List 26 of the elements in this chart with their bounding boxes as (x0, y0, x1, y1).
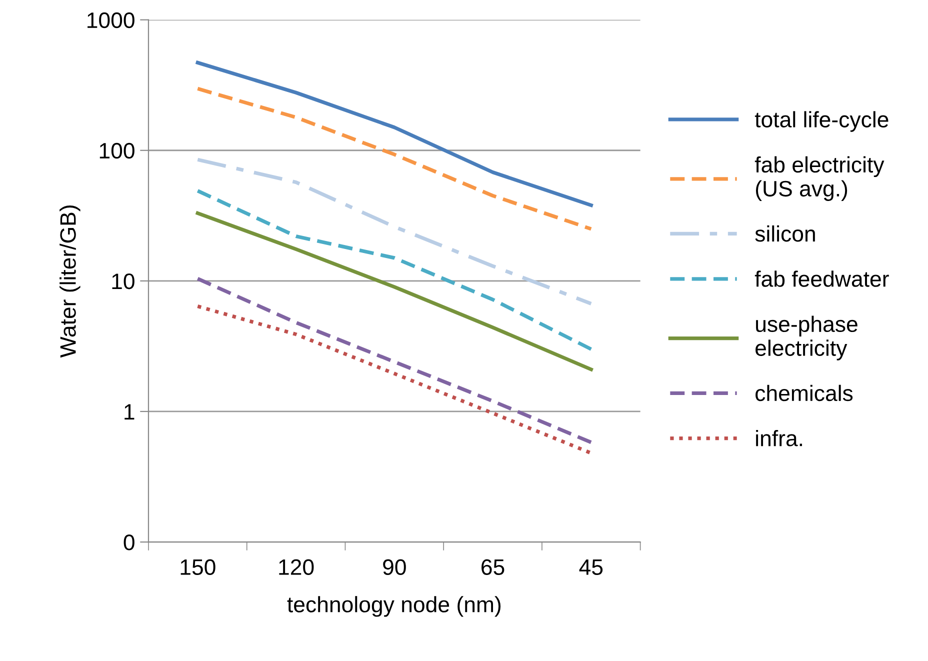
x-axis-title: technology node (nm) (287, 596, 500, 617)
y-tick-label: 1000 (88, 12, 134, 28)
legend-label: fab feedwater (754, 270, 889, 287)
legend-label: use-phase electricity (756, 316, 858, 360)
legend-label: chemicals (756, 384, 853, 402)
x-tick-label: 150 (180, 559, 216, 576)
y-tick-label: 100 (100, 142, 134, 159)
line-series (196, 86, 593, 231)
line-series (196, 211, 593, 372)
x-tick-label: 45 (579, 560, 603, 576)
legend-label: silicon (755, 225, 815, 242)
x-tick-label: 65 (482, 559, 504, 576)
line-series (196, 60, 593, 208)
line-series (196, 189, 593, 351)
legend-label: infra. (756, 430, 802, 446)
legend-label: total life-cycle (754, 111, 888, 132)
y-tick-label: 0 (124, 534, 134, 550)
line-series (196, 276, 593, 444)
x-tick-label: 90 (383, 559, 406, 576)
y-tick-label: 1 (124, 404, 134, 420)
y-axis-title: Water (liter/GB) (60, 206, 80, 358)
y-tick-label: 10 (112, 273, 134, 290)
legend-label: fab electricity (US avg.) (754, 156, 884, 201)
line-series (196, 304, 593, 455)
x-tick-label: 120 (279, 559, 314, 576)
line-series (196, 158, 593, 306)
